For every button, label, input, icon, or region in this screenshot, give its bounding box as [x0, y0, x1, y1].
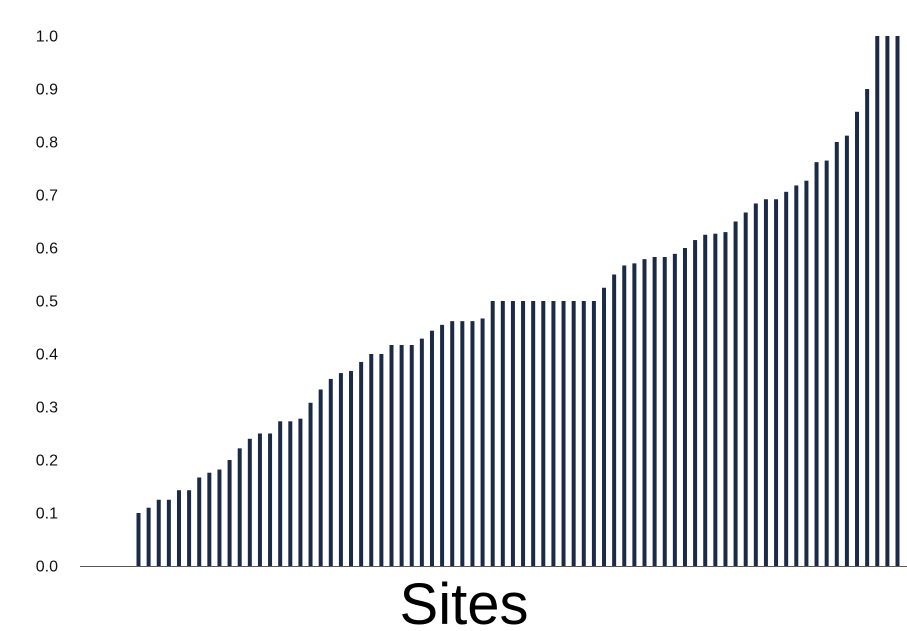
- bar: [642, 259, 647, 566]
- bar: [662, 257, 667, 566]
- bar: [247, 438, 252, 566]
- bar: [723, 232, 728, 566]
- bar: [561, 301, 566, 566]
- bar: [531, 301, 536, 566]
- y-tick-label: 0.3: [36, 400, 58, 417]
- bar: [875, 36, 880, 566]
- bar: [278, 421, 283, 566]
- bar: [551, 301, 556, 566]
- bar: [298, 418, 303, 566]
- bar: [349, 370, 354, 566]
- y-tick-label: 0.9: [36, 82, 58, 99]
- bar: [197, 477, 202, 566]
- bar: [733, 221, 738, 566]
- bar: [460, 321, 465, 566]
- bar: [308, 402, 313, 566]
- bar: [237, 448, 242, 566]
- bar: [814, 162, 819, 566]
- bar: [268, 433, 273, 566]
- bar: [257, 433, 262, 566]
- bar: [166, 499, 171, 566]
- bar: [885, 36, 890, 566]
- bar: [693, 240, 698, 567]
- bar: [844, 135, 849, 566]
- y-tick-label: 0.0: [36, 559, 58, 576]
- y-tick-label: 0.1: [36, 506, 58, 523]
- bar: [187, 490, 192, 566]
- bar: [379, 354, 384, 566]
- bar: [541, 301, 546, 566]
- bar: [652, 257, 657, 566]
- y-tick-label: 0.6: [36, 241, 58, 258]
- bar: [146, 507, 151, 566]
- y-axis-ticks: 0.0 0.1 0.2 0.3 0.4 0.5 0.6 0.7 0.8 0.9 1.0: [36, 29, 58, 576]
- bar: [632, 263, 637, 566]
- y-tick-label: 0.4: [36, 347, 58, 364]
- bar: [602, 287, 607, 566]
- bar: [794, 185, 799, 566]
- bar: [591, 301, 596, 566]
- bar: [227, 460, 232, 566]
- bar: [369, 354, 374, 566]
- bar: [774, 199, 779, 567]
- bar: [318, 389, 323, 566]
- bar: [763, 199, 768, 567]
- bar: [156, 499, 161, 566]
- bar: [450, 321, 455, 566]
- bar: [804, 180, 809, 566]
- bar: [359, 361, 364, 566]
- bar: [622, 265, 627, 566]
- bar: [784, 191, 789, 566]
- bar: [480, 318, 485, 566]
- bar: [176, 490, 181, 566]
- bars: [136, 36, 900, 567]
- y-tick-label: 0.2: [36, 453, 58, 470]
- bar: [571, 301, 576, 566]
- y-tick-label: 0.7: [36, 188, 58, 205]
- y-tick-label: 1.0: [36, 29, 58, 46]
- bar: [672, 253, 677, 566]
- bar: [834, 142, 839, 566]
- bar: [500, 301, 505, 566]
- bar: [581, 301, 586, 566]
- bar: [510, 301, 515, 566]
- bar: [682, 248, 687, 566]
- bar: [338, 373, 343, 566]
- bar: [855, 111, 860, 566]
- bar: [521, 301, 526, 566]
- bar: [612, 274, 617, 566]
- bar: [217, 469, 222, 566]
- bar: [399, 344, 404, 566]
- bar: [288, 421, 293, 566]
- x-axis-title: Sites: [400, 572, 529, 631]
- bar: [713, 233, 718, 566]
- bar: [409, 344, 414, 566]
- y-tick-label: 0.5: [36, 294, 58, 311]
- bar: [703, 234, 708, 566]
- bar: [207, 472, 212, 566]
- bar: [328, 378, 333, 566]
- y-tick-label: 0.8: [36, 135, 58, 152]
- bar: [470, 321, 475, 566]
- bar: [419, 338, 424, 566]
- bar: [490, 301, 495, 566]
- bar: [865, 89, 870, 566]
- bar: [895, 36, 900, 566]
- bar: [389, 344, 394, 566]
- bar: [743, 212, 748, 567]
- bar: [440, 324, 445, 566]
- bar: [753, 203, 758, 567]
- bar: [429, 330, 434, 566]
- bar: [824, 160, 829, 567]
- bar: [136, 513, 141, 566]
